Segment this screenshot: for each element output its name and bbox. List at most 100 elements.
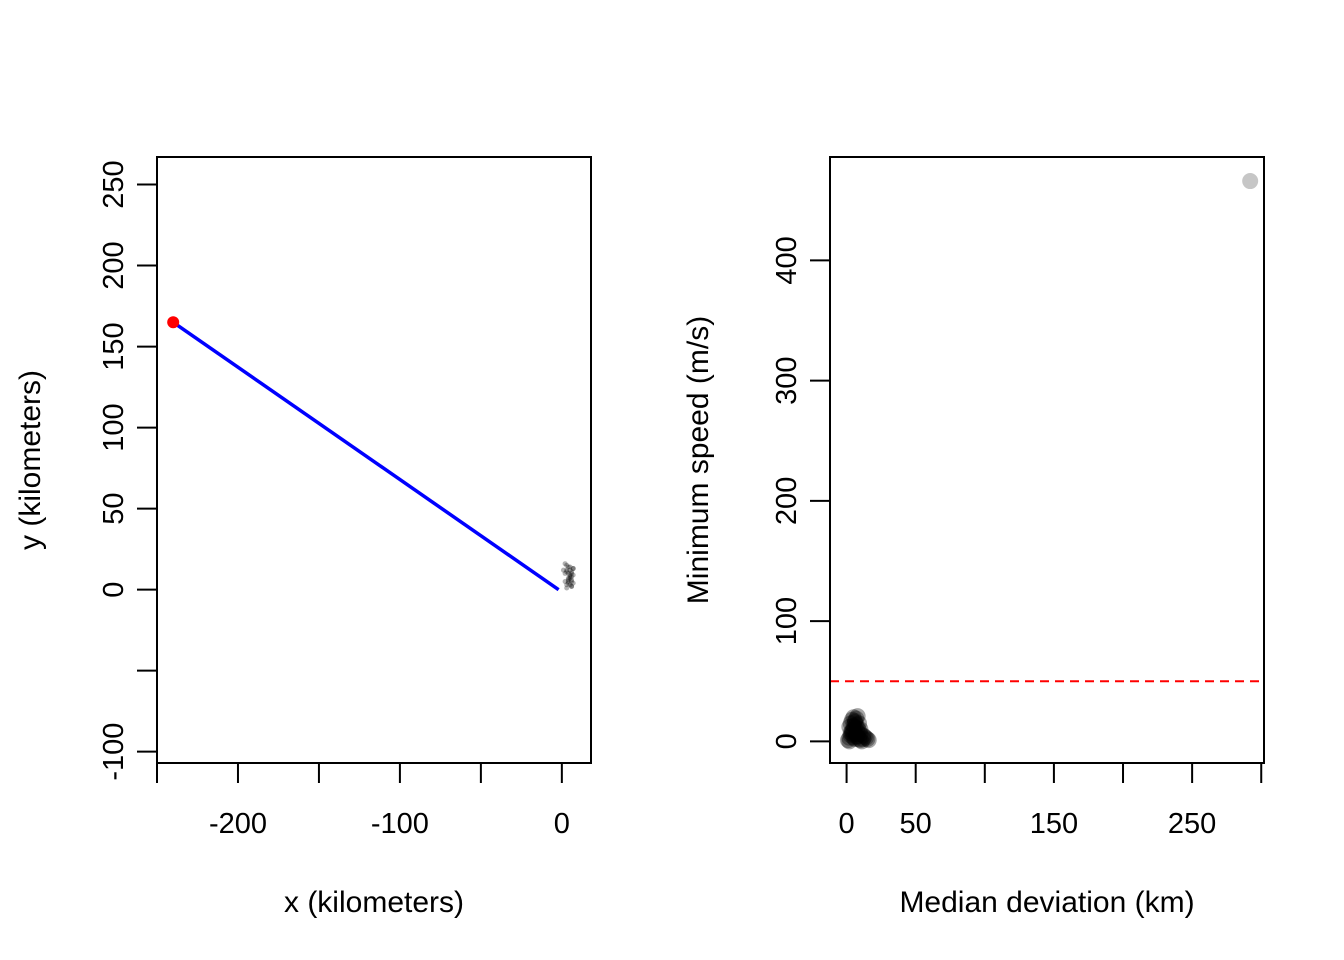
data-point — [848, 728, 865, 745]
plot-marks — [167, 316, 576, 592]
data-point — [848, 716, 865, 733]
data-point — [842, 727, 859, 744]
plot-frame — [829, 156, 1265, 764]
data-point — [567, 572, 573, 578]
data-point — [851, 722, 868, 739]
y-axis: 0 100 200 300 400 — [771, 236, 831, 749]
x-axis: -200 -100 0 — [156, 762, 570, 840]
data-point — [851, 715, 868, 732]
y-tick-label: 400 — [771, 236, 803, 284]
data-point — [565, 570, 571, 576]
data-point — [567, 564, 573, 570]
x-tick-label: -100 — [371, 808, 429, 840]
data-point — [565, 564, 571, 570]
y-tick-label: 200 — [98, 241, 130, 289]
y-tick-label: 0 — [98, 582, 130, 598]
y-tick-label: 150 — [98, 322, 130, 370]
data-point — [842, 715, 859, 732]
data-point — [567, 574, 573, 580]
data-point — [855, 727, 872, 744]
x-tick-label: 150 — [1030, 808, 1078, 840]
data-point — [845, 709, 862, 726]
data-point — [849, 708, 866, 725]
data-point — [852, 726, 869, 743]
y-tick-label: 200 — [771, 477, 803, 525]
data-point — [564, 585, 570, 591]
data-point — [562, 570, 568, 576]
data-point — [567, 567, 573, 573]
data-point — [560, 567, 566, 573]
data-point — [855, 730, 872, 747]
data-point — [570, 566, 576, 572]
data-point — [844, 726, 861, 743]
x-tick-label: 0 — [554, 808, 570, 840]
y-tick-label: 300 — [771, 356, 803, 404]
data-point — [852, 732, 869, 749]
data-point — [846, 730, 863, 747]
speed-plot: 0 50 150 250 0 100 200 300 400 Median deviation… — [682, 156, 1265, 919]
data-point — [564, 569, 570, 575]
data-point — [569, 579, 575, 585]
y-tick-label: 50 — [98, 492, 130, 524]
data-point — [846, 712, 863, 729]
data-point — [851, 730, 868, 747]
data-point — [845, 717, 862, 734]
data-point — [569, 570, 575, 576]
plot-marks — [830, 173, 1264, 750]
data-point — [565, 575, 571, 581]
y-tick-label: 0 — [771, 733, 803, 749]
track-plot: -200 -100 0 -100 0 50 100 150 200 250 x (kilomet… — [14, 156, 592, 919]
x-tick-label: 0 — [839, 808, 855, 840]
data-point — [569, 577, 575, 583]
data-point — [846, 714, 863, 731]
data-point — [567, 582, 573, 588]
data-point — [570, 572, 576, 578]
y-axis-label: y (kilometers) — [14, 370, 47, 550]
data-point — [564, 562, 570, 568]
data-point — [569, 574, 575, 580]
data-point — [849, 720, 866, 737]
y-tick-label: 100 — [771, 597, 803, 645]
data-point — [841, 729, 858, 746]
data-point — [849, 728, 866, 745]
data-point — [569, 583, 575, 589]
data-point — [564, 582, 570, 588]
data-point — [845, 729, 862, 746]
data-point — [841, 733, 858, 750]
data-point — [844, 723, 861, 740]
start-point — [167, 316, 180, 329]
data-point — [860, 732, 877, 749]
data-point — [856, 728, 873, 745]
data-point — [857, 729, 874, 746]
data-point — [853, 733, 870, 750]
track-line — [172, 320, 560, 592]
data-point — [848, 726, 865, 743]
data-point — [565, 580, 571, 586]
y-tick-label: 100 — [98, 403, 130, 451]
data-point — [564, 567, 570, 573]
data-point — [570, 566, 576, 572]
data-point — [848, 710, 865, 727]
x-axis-label: x (kilometers) — [284, 886, 464, 919]
data-point — [569, 569, 575, 575]
data-point — [569, 583, 575, 589]
data-point — [846, 718, 863, 735]
data-point — [844, 711, 861, 728]
data-point — [852, 721, 869, 738]
data-point — [567, 575, 573, 581]
y-axis: -100 0 50 100 150 200 250 — [98, 160, 158, 781]
data-point — [841, 718, 858, 735]
x-tick-label: -200 — [209, 808, 267, 840]
data-point — [844, 722, 861, 739]
data-point — [562, 561, 568, 567]
x-tick-label: 50 — [900, 808, 932, 840]
data-point — [839, 732, 856, 749]
data-point — [565, 577, 571, 583]
data-point — [845, 721, 862, 738]
x-tick-label: 250 — [1168, 808, 1216, 840]
data-point — [570, 580, 576, 586]
data-point — [859, 730, 876, 747]
data-point — [849, 723, 866, 740]
outlier-point — [1242, 173, 1259, 190]
